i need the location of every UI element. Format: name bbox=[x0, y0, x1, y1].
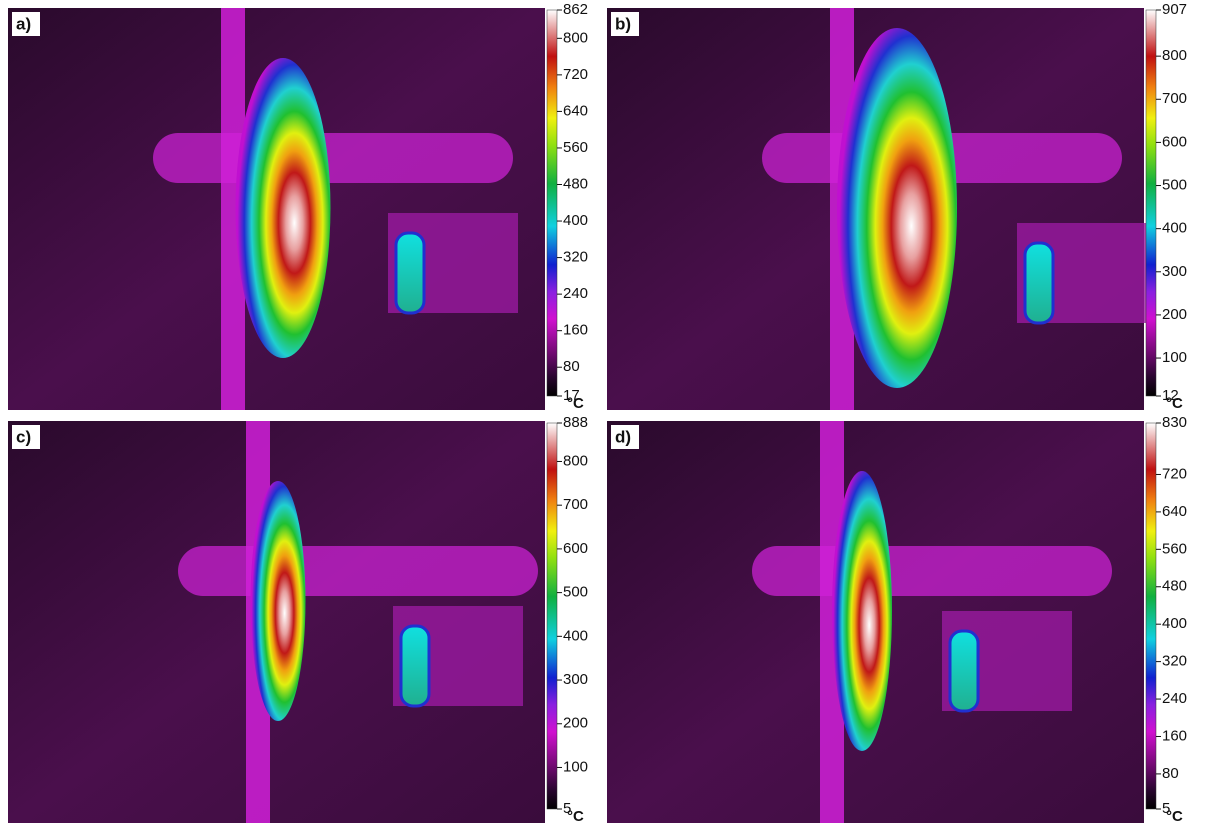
colorbar bbox=[547, 10, 557, 396]
probe-pad bbox=[401, 626, 429, 706]
colorbar-tick-label: 200 bbox=[563, 715, 588, 732]
colorbar-tick-label: 400 bbox=[563, 212, 588, 229]
colorbar-tick-label: 240 bbox=[563, 285, 588, 302]
panel-label: d) bbox=[615, 427, 631, 446]
panel-label: a) bbox=[16, 14, 31, 33]
colorbar-tick-label: 300 bbox=[1162, 263, 1187, 280]
colorbar-tick-label: 907 bbox=[1162, 1, 1187, 18]
panel-label: c) bbox=[16, 427, 31, 446]
colorbar-tick-label: 400 bbox=[563, 627, 588, 644]
colorbar-tick-label: 800 bbox=[1162, 47, 1187, 64]
colorbar-tick-label: 80 bbox=[1162, 765, 1179, 782]
colorbar-tick-label: 800 bbox=[563, 29, 588, 46]
colorbar-tick-label: 888 bbox=[563, 414, 588, 431]
colorbar-tick-label: 300 bbox=[563, 671, 588, 688]
colorbar bbox=[1146, 423, 1156, 809]
colorbar-tick-label: 320 bbox=[563, 249, 588, 266]
colorbar-tick-label: 600 bbox=[563, 540, 588, 557]
colorbar-tick-label: 830 bbox=[1162, 414, 1187, 431]
hot-zone bbox=[251, 481, 306, 721]
colorbar-tick-label: 200 bbox=[1162, 306, 1187, 323]
colorbar-unit: °C bbox=[1166, 808, 1183, 825]
colorbar-tick-label: 480 bbox=[1162, 578, 1187, 595]
colorbar-unit: °C bbox=[567, 808, 584, 825]
colorbar-unit: °C bbox=[1166, 395, 1183, 412]
colorbar-tick-label: 80 bbox=[563, 358, 580, 375]
colorbar-tick-label: 100 bbox=[1162, 349, 1187, 366]
panel-label: b) bbox=[615, 14, 631, 33]
figure: a)8628007206405604804003202401608017°Cb)… bbox=[0, 0, 1206, 825]
colorbar-tick-label: 320 bbox=[1162, 653, 1187, 670]
colorbar-tick-label: 862 bbox=[563, 1, 588, 18]
colorbar-tick-label: 100 bbox=[563, 758, 588, 775]
colorbar-tick-label: 600 bbox=[1162, 133, 1187, 150]
colorbar-tick-label: 700 bbox=[1162, 90, 1187, 107]
colorbar-tick-label: 400 bbox=[1162, 220, 1187, 237]
colorbar-tick-label: 560 bbox=[563, 139, 588, 156]
probe-pad bbox=[1025, 243, 1053, 323]
hot-zone bbox=[837, 28, 957, 388]
colorbar-tick-label: 720 bbox=[563, 66, 588, 83]
colorbar bbox=[1146, 10, 1156, 396]
colorbar-tick-label: 240 bbox=[1162, 690, 1187, 707]
colorbar-tick-label: 800 bbox=[563, 452, 588, 469]
colorbar-tick-label: 400 bbox=[1162, 615, 1187, 632]
probe-pad bbox=[396, 233, 424, 313]
probe-pad bbox=[950, 631, 978, 711]
bolt-shaft bbox=[752, 546, 1112, 596]
colorbar-tick-label: 700 bbox=[563, 496, 588, 513]
colorbar-tick-label: 560 bbox=[1162, 540, 1187, 557]
hot-zone bbox=[832, 471, 892, 751]
colorbar-tick-label: 500 bbox=[1162, 177, 1187, 194]
colorbar-unit: °C bbox=[567, 395, 584, 412]
colorbar-tick-label: 640 bbox=[563, 102, 588, 119]
colorbar bbox=[547, 423, 557, 809]
colorbar-tick-label: 160 bbox=[1162, 727, 1187, 744]
colorbar-tick-label: 500 bbox=[563, 584, 588, 601]
colorbar-tick-label: 640 bbox=[1162, 503, 1187, 520]
bolt-shaft bbox=[153, 133, 513, 183]
colorbar-tick-label: 160 bbox=[563, 322, 588, 339]
colorbar-tick-label: 480 bbox=[563, 175, 588, 192]
bolt-shaft bbox=[178, 546, 538, 596]
colorbar-tick-label: 720 bbox=[1162, 465, 1187, 482]
hot-zone bbox=[236, 58, 331, 358]
